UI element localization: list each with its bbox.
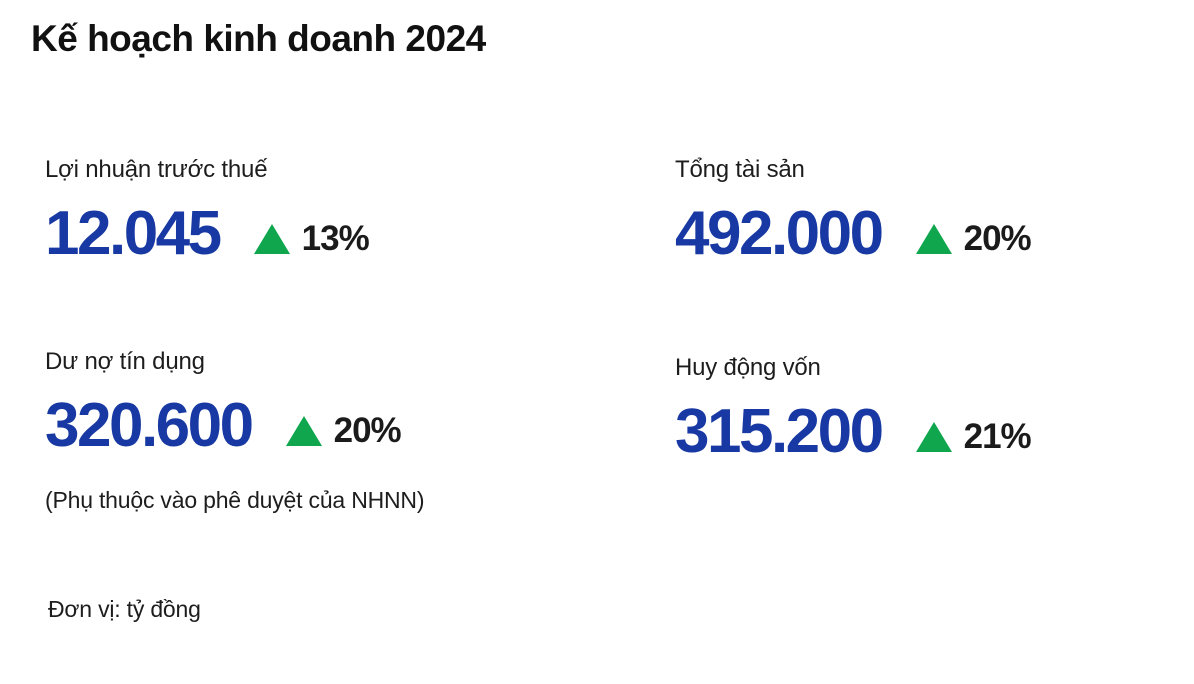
metric-value-row: 12.045 13% [45, 198, 370, 268]
metric-total-assets: Tổng tài sản 492.000 20% [675, 156, 1032, 295]
metric-value: 492.000 [675, 198, 884, 268]
up-triangle-icon [915, 421, 952, 452]
metric-label: Huy động vốn [675, 354, 821, 381]
metric-capital-mobilization: Huy động vốn 315.200 21% [675, 354, 1032, 493]
metric-note: (Phụ thuộc vào phê duyệt của NHNN) [45, 486, 425, 513]
metric-value: 315.200 [675, 396, 884, 466]
metric-value-row: 492.000 20% [675, 198, 1032, 268]
unit-footnote: Đơn vị: tỷ đồng [48, 596, 201, 622]
up-triangle-icon [253, 223, 290, 254]
metric-value-row: 315.200 21% [675, 396, 1032, 466]
page-title: Kế hoạch kinh doanh 2024 [31, 18, 486, 59]
metric-value-row: 320.600 20% [45, 390, 424, 460]
metric-label: Tổng tài sản [675, 156, 805, 183]
metric-profit-before-tax: Lợi nhuận trước thuế 12.045 13% [45, 156, 370, 295]
metric-label: Dư nợ tín dụng [45, 348, 205, 375]
up-triangle-icon [285, 415, 322, 446]
metric-value: 12.045 [45, 198, 222, 268]
metric-change: 21% [963, 416, 1032, 456]
metric-change: 20% [963, 218, 1032, 258]
metric-credit-balance: Dư nợ tín dụng 320.600 20% (Phụ thuộc và… [45, 348, 424, 514]
metric-value: 320.600 [45, 390, 254, 460]
metric-label: Lợi nhuận trước thuế [45, 156, 268, 183]
up-triangle-icon [915, 223, 952, 254]
metric-change: 20% [333, 410, 402, 450]
metric-change: 13% [301, 218, 370, 258]
